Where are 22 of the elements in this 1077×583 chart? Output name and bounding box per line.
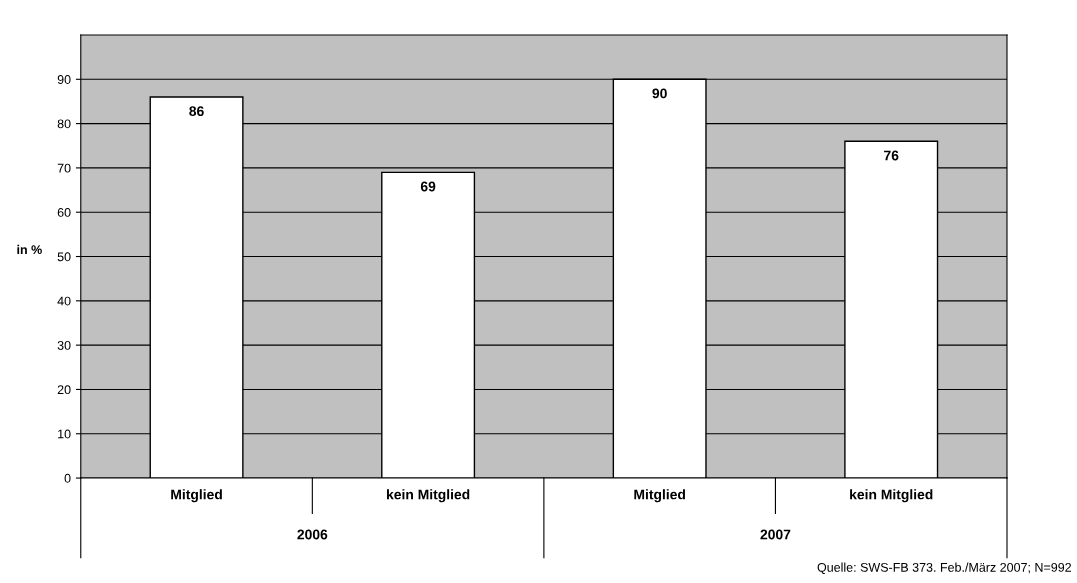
data-label: 86 (189, 106, 204, 117)
data-label: 90 (652, 88, 667, 99)
text: 2006 (297, 529, 328, 540)
y-tick-label: 30 (57, 340, 71, 350)
x-tick-label: kein Mitglied (850, 489, 933, 503)
source-note: Quelle: SWS-FB 373. Feb./März 2007; N=992 (817, 562, 1071, 575)
x-tick-label: kein Mitglied (387, 489, 470, 503)
y-tick-label: 40 (57, 296, 71, 306)
x-tick-label: Mitglied (171, 489, 222, 503)
y-tick-label: 10 (58, 429, 71, 439)
y-tick-label: 60 (57, 208, 71, 217)
y-tick-label: 80 (57, 119, 71, 129)
data-label: 76 (884, 150, 899, 161)
text: 2007 (760, 529, 791, 540)
y-tick-label: 50 (57, 252, 71, 262)
y-tick-label: 90 (57, 75, 71, 84)
y-tick-label: 0 (64, 473, 71, 483)
data-label: 69 (420, 181, 436, 192)
y-tick-label: 20 (57, 385, 71, 395)
x-tick-label: Mitglied (634, 489, 685, 503)
y-tick-label: 70 (57, 163, 71, 173)
y-axis-title: in % (17, 244, 42, 255)
